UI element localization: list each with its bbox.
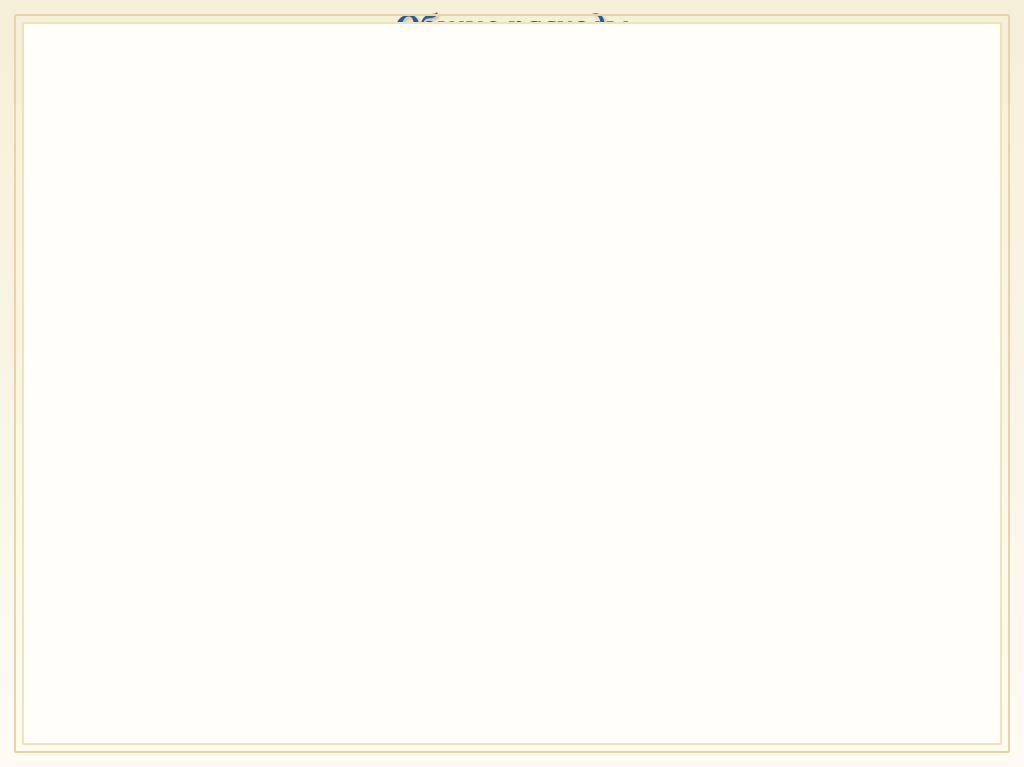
paper-area bbox=[24, 24, 1000, 743]
